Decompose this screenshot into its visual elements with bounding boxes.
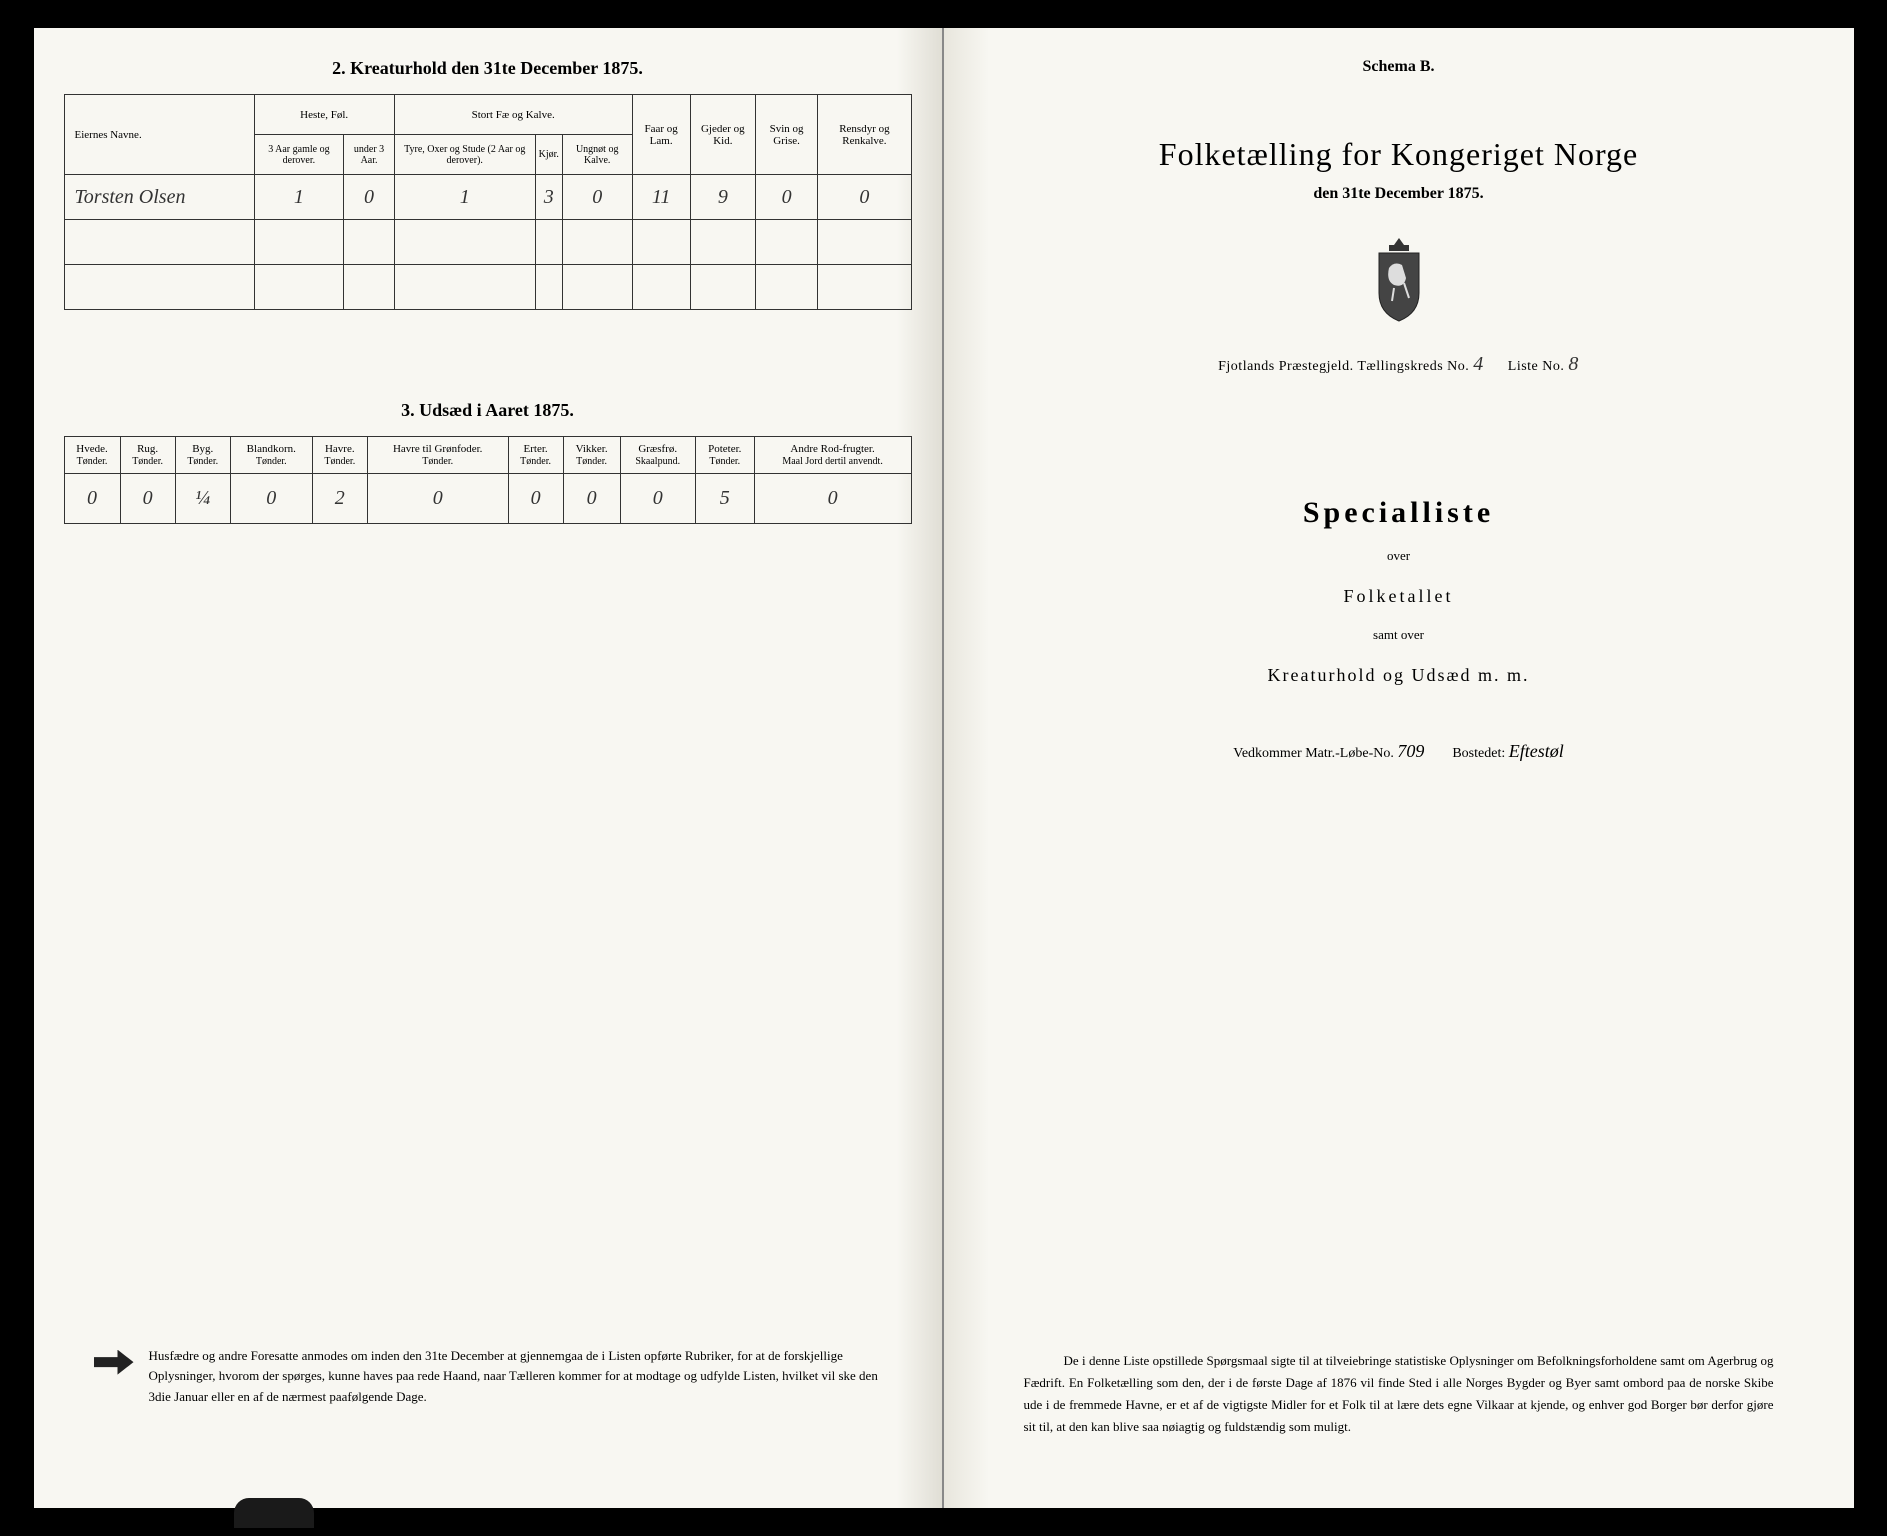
th-heste-a: 3 Aar gamle og derover. [254,135,344,175]
th-name: Eiernes Navne. [64,95,254,175]
cell-c1: 1 [254,175,344,220]
table-row [64,220,911,265]
cell-c9: 0 [818,175,911,220]
parish-label: Fjotlands Præstegjeld. Tællingskreds No. [1218,359,1469,374]
liste-no: 8 [1568,353,1579,375]
liste-label: Liste No. [1508,359,1565,374]
th-poteter: Poteter.Tønder. [695,437,754,474]
th-hvede: Hvede.Tønder. [64,437,120,474]
pointer-icon [94,1350,134,1375]
folketallet-label: Folketallet [1004,586,1794,607]
bosted-value: Eftestøl [1509,741,1564,761]
table-row: Torsten Olsen 1 0 1 3 0 11 9 0 0 [64,175,911,220]
bosted-line: Vedkommer Matr.-Løbe-No. 709 Bostedet: E… [1004,741,1794,762]
cell-c5: 0 [562,175,632,220]
cell-s2: 0 [120,474,175,524]
cell-c3: 1 [394,175,535,220]
th-graes: Græsfrø.Skaalpund. [620,437,695,474]
bosted-label: Bostedet: [1452,746,1505,761]
cell-name: Torsten Olsen [64,175,254,220]
schema-label: Schema B. [1004,58,1794,76]
bookmark-tab [234,1498,314,1528]
kreatur-label: Kreaturhold og Udsæd m. m. [1004,665,1794,686]
cell-c7: 9 [690,175,755,220]
livestock-table: Eiernes Navne. Heste, Føl. Stort Fæ og K… [64,94,912,310]
cell-s9: 0 [620,474,695,524]
th-faar: Faar og Lam. [632,95,690,175]
section2-title: 2. Kreaturhold den 31te December 1875. [64,58,912,79]
cell-s6: 0 [367,474,508,524]
cell-c6: 11 [632,175,690,220]
th-byg: Byg.Tønder. [175,437,230,474]
th-havregf: Havre til Grønfoder.Tønder. [367,437,508,474]
left-footnote: Husfædre og andre Foresatte anmodes om i… [94,1346,902,1408]
cell-s11: 0 [754,474,911,524]
main-title: Folketælling for Kongeriget Norge [1004,136,1794,173]
th-stort-b: Kjør. [535,135,562,175]
specialliste-title: Specialliste [1004,496,1794,530]
book-spread: 2. Kreaturhold den 31te December 1875. E… [34,28,1854,1508]
th-stort-a: Tyre, Oxer og Stude (2 Aar og derover). [394,135,535,175]
table-row: 0 0 ¼ 0 2 0 0 0 0 5 0 [64,474,911,524]
matr-label: Vedkommer Matr.-Løbe-No. [1233,746,1394,761]
cell-s10: 5 [695,474,754,524]
th-ren: Rensdyr og Renkalve. [818,95,911,175]
seed-table: Hvede.Tønder. Rug.Tønder. Byg.Tønder. Bl… [64,436,912,524]
th-heste: Heste, Føl. [254,95,394,135]
kreds-no: 4 [1473,353,1484,375]
cell-s3: ¼ [175,474,230,524]
table-row [64,265,911,310]
coat-of-arms-icon [1364,233,1434,323]
cell-s4: 0 [230,474,312,524]
cell-c8: 0 [755,175,817,220]
cell-s5: 2 [312,474,367,524]
th-havre: Havre.Tønder. [312,437,367,474]
over-label: over [1004,548,1794,564]
th-rug: Rug.Tønder. [120,437,175,474]
th-svin: Svin og Grise. [755,95,817,175]
th-bland: Blandkorn.Tønder. [230,437,312,474]
footnote-text: Husfædre og andre Foresatte anmodes om i… [149,1346,902,1408]
th-stort-c: Ungnøt og Kalve. [562,135,632,175]
th-gjeder: Gjeder og Kid. [690,95,755,175]
th-stort: Stort Fæ og Kalve. [394,95,632,135]
right-footnote: De i denne Liste opstillede Spørgsmaal s… [1024,1350,1774,1438]
samt-label: samt over [1004,627,1794,643]
cell-s7: 0 [508,474,563,524]
matr-no: 709 [1397,741,1424,761]
right-page: Schema B. Folketælling for Kongeriget No… [944,28,1854,1508]
section3-title: 3. Udsæd i Aaret 1875. [64,400,912,421]
th-vikker: Vikker.Tønder. [563,437,620,474]
th-erter: Erter.Tønder. [508,437,563,474]
cell-s1: 0 [64,474,120,524]
cell-c2: 0 [344,175,395,220]
sub-date: den 31te December 1875. [1004,185,1794,203]
cell-c4: 3 [535,175,562,220]
left-page: 2. Kreaturhold den 31te December 1875. E… [34,28,944,1508]
th-heste-b: under 3 Aar. [344,135,395,175]
parish-line: Fjotlands Præstegjeld. Tællingskreds No.… [1004,353,1794,376]
th-andre: Andre Rod-frugter.Maal Jord dertil anven… [754,437,911,474]
cell-s8: 0 [563,474,620,524]
